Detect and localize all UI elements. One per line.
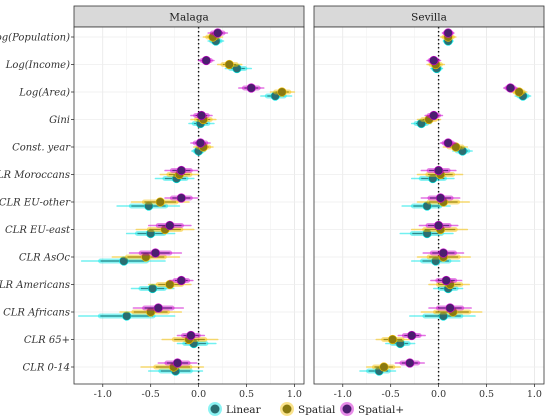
x-tick-label: 0.5: [479, 389, 494, 400]
y-tick-label: CLR EU-other: [0, 198, 71, 209]
point-estimate: [379, 362, 389, 372]
panel-border: [313, 26, 545, 385]
x-tick-label: 0.0: [431, 389, 446, 400]
point-estimate: [155, 197, 165, 207]
panel-sevilla: Sevilla -1.0 -0.5 0.0 0.5 1.0: [313, 5, 545, 400]
x-tick-label: 1.0: [527, 389, 542, 400]
point-estimate: [443, 28, 453, 38]
point-estimate: [438, 248, 448, 258]
x-tick-label: -0.5: [142, 389, 160, 400]
y-tick-label: Log(Income): [5, 60, 70, 71]
gridlines: [314, 27, 544, 384]
point-estimate: [405, 358, 415, 368]
series-spatial-plus: [128, 28, 265, 368]
x-tick-label: 0.0: [191, 389, 206, 400]
series-spatial-plus: [394, 28, 518, 368]
plot-area: [74, 27, 304, 384]
point-estimate: [429, 110, 439, 121]
point-estimate: [153, 303, 163, 313]
legend-key-marker: [210, 404, 220, 414]
y-tick-label: Gini: [49, 115, 70, 126]
panel-malaga: Malaga -1.0 -0.5 0.0 0.5 1.0: [73, 5, 305, 400]
point-estimate: [122, 311, 132, 321]
legend-label: Spatial: [298, 404, 336, 416]
series-linear: [359, 36, 532, 376]
panel-border: [73, 26, 305, 385]
legend-item-spatial-plus: Spatial+: [340, 402, 404, 416]
y-tick-label: CLR Africans: [3, 308, 70, 319]
point-estimate: [213, 28, 223, 38]
point-estimate: [433, 165, 444, 176]
point-estimate: [505, 83, 516, 93]
point-estimate: [433, 220, 444, 231]
point-estimate: [246, 83, 256, 93]
y-tick-label: CLR 65+: [24, 335, 70, 346]
point-estimate: [176, 193, 186, 203]
point-estimate: [443, 138, 453, 148]
y-tick-label: Log(Population): [0, 33, 70, 44]
point-estimate: [195, 138, 206, 148]
y-tick-label: CLR EU-east: [5, 225, 71, 236]
point-estimate: [172, 358, 183, 368]
legend-key-marker: [282, 404, 292, 414]
y-tick-label: CLR Americans: [0, 280, 70, 291]
point-estimate: [176, 165, 186, 176]
y-tick-label: Log(Area): [18, 88, 70, 99]
point-estimate: [441, 275, 451, 286]
point-estimate: [201, 55, 211, 66]
x-tick-label: -1.0: [334, 389, 352, 400]
point-estimate: [445, 303, 455, 313]
point-estimate: [429, 55, 439, 66]
point-estimate: [435, 193, 446, 203]
y-tick-label: CLR Moroccans: [0, 170, 70, 181]
y-tick-label: Const. year: [12, 143, 71, 154]
point-estimate: [147, 283, 158, 294]
legend-item-linear: Linear: [208, 402, 262, 416]
point-estimate: [150, 248, 161, 258]
x-tick-label: 1.0: [287, 389, 302, 400]
x-tick-label: -1.0: [94, 389, 112, 400]
point-estimate: [224, 59, 234, 70]
legend-key-marker: [342, 404, 352, 414]
panel-title: Sevilla: [411, 12, 447, 24]
panel-title: Malaga: [169, 12, 209, 24]
point-estimate: [186, 330, 196, 341]
point-estimate: [277, 87, 287, 97]
point-estimate: [514, 87, 524, 97]
point-estimate: [387, 334, 398, 345]
legend-label: Spatial+: [358, 404, 404, 416]
point-estimate: [165, 220, 175, 231]
point-estimate: [407, 330, 417, 341]
legend: Linear Spatial Spatial+: [208, 402, 404, 416]
y-tick-label: CLR AsOc: [19, 253, 71, 264]
legend-item-spatial: Spatial: [280, 402, 336, 416]
point-estimate: [176, 275, 186, 286]
x-tick-label: -0.5: [382, 389, 400, 400]
point-estimate: [196, 110, 207, 121]
y-axis-labels: Log(Population) Log(Income) Log(Area) Gini C…: [0, 33, 74, 374]
y-tick-label: CLR 0-14: [23, 363, 70, 374]
x-tick-label: 0.5: [239, 389, 254, 400]
legend-label: Linear: [226, 404, 262, 416]
